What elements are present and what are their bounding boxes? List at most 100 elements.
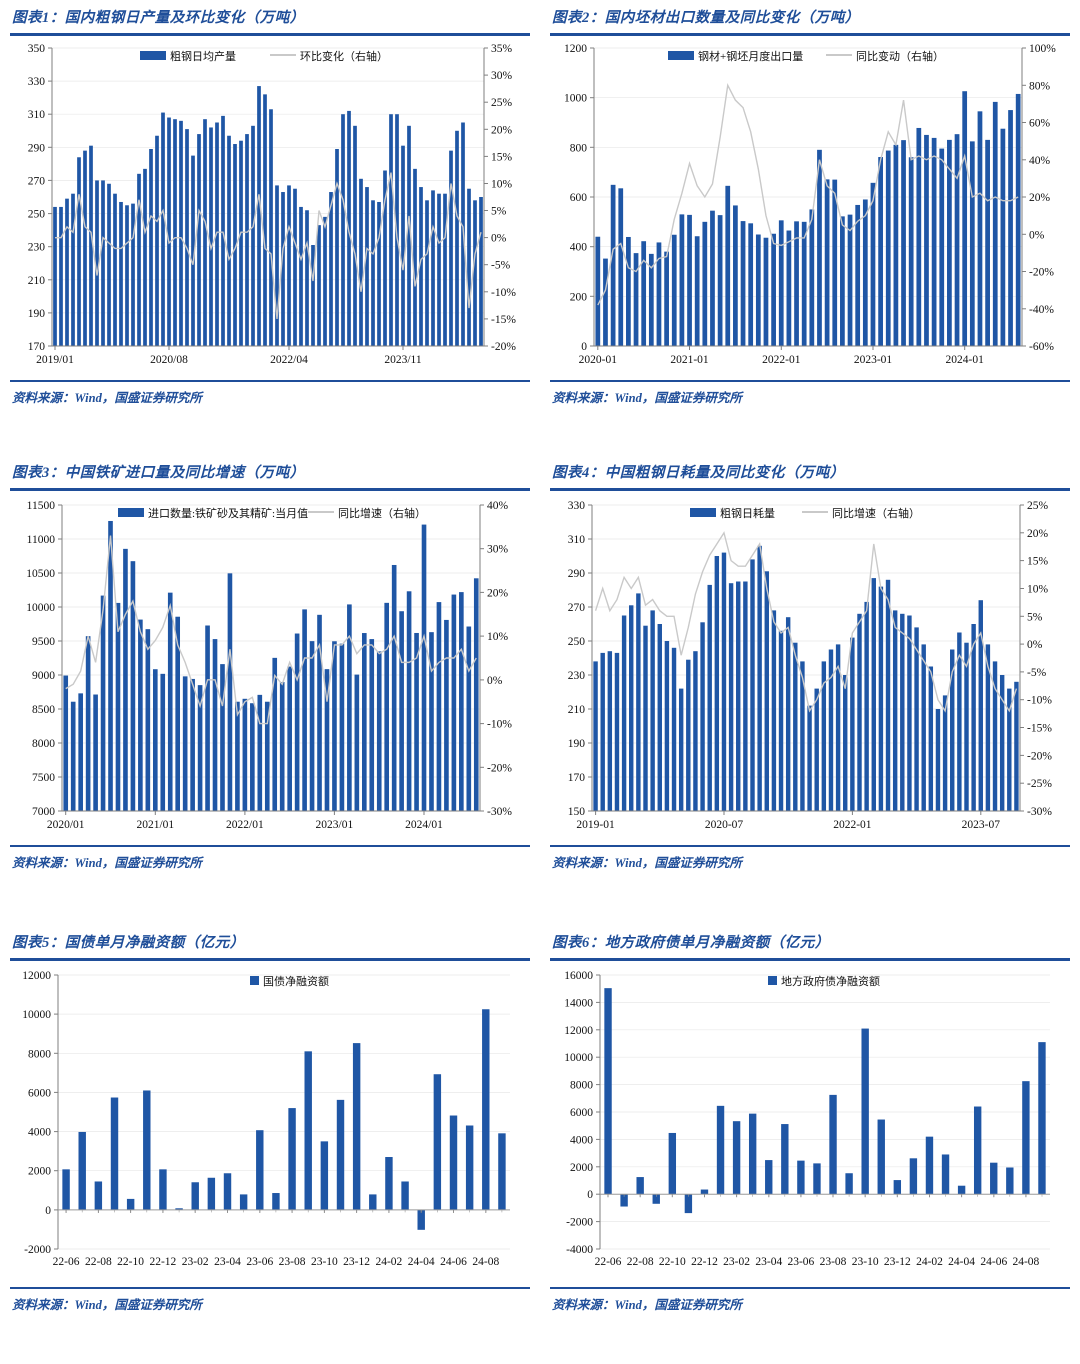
bar	[1006, 1166, 1014, 1194]
bar	[725, 185, 731, 346]
bar	[107, 183, 111, 346]
bar	[324, 668, 330, 811]
bar	[175, 616, 181, 811]
bar	[633, 252, 639, 346]
x-tick-label: 23-10	[852, 1256, 879, 1268]
y-tick-label-left: 7500	[32, 772, 55, 784]
y-tick-label-left: 9500	[32, 636, 55, 648]
bar	[750, 558, 755, 811]
x-tick-label: 22-12	[691, 1256, 718, 1268]
y-tick-label-left: 170	[28, 341, 46, 353]
legend-label-bar: 粗钢日均产量	[170, 49, 236, 63]
y-tick-label-left: 210	[568, 704, 586, 716]
y-tick-label-right: -30%	[1027, 806, 1052, 818]
y-tick-label: 16000	[564, 970, 593, 982]
bar	[369, 1193, 377, 1210]
bar	[369, 638, 375, 811]
y-tick-label: 12000	[22, 970, 51, 982]
bar	[809, 208, 815, 346]
bar	[702, 221, 708, 346]
bar	[257, 85, 261, 346]
bar	[857, 613, 862, 811]
bar	[207, 1177, 216, 1210]
bar	[814, 688, 819, 811]
legend-swatch	[768, 975, 777, 985]
bar	[359, 178, 363, 346]
bar	[161, 112, 165, 346]
bar	[94, 1180, 103, 1210]
y-tick-label-right: -20%	[491, 341, 516, 353]
y-tick-label: 2000	[28, 1165, 51, 1177]
bar	[755, 234, 761, 346]
bar	[293, 188, 297, 346]
bar	[657, 623, 662, 811]
bar	[83, 150, 87, 346]
bar	[287, 184, 291, 346]
bar	[320, 1140, 329, 1210]
x-tick-label: 2021-01	[670, 354, 709, 366]
legend-label-line: 同比增速（右轴）	[832, 506, 920, 520]
bar	[110, 1097, 119, 1210]
y-tick-label-left: 270	[28, 175, 46, 187]
legend-label: 国债净融资额	[263, 974, 329, 988]
bar	[279, 681, 285, 811]
y-tick-label-left: 150	[568, 806, 586, 818]
x-tick-label: 22-10	[659, 1256, 686, 1268]
bar	[710, 210, 715, 346]
bar	[444, 619, 449, 811]
chart-chart4: 150 170 190 210 230 250 270 290 310 330 -30% -25% -2…	[550, 491, 1070, 841]
bar	[78, 1131, 86, 1210]
bar	[969, 140, 975, 346]
bar	[900, 613, 905, 811]
bar	[108, 520, 113, 811]
bar	[629, 604, 634, 811]
y-tick-label: 14000	[564, 997, 593, 1009]
trend-line	[65, 535, 477, 724]
divider-top-chart2	[550, 33, 1070, 36]
bar	[223, 1172, 232, 1210]
bar	[641, 240, 647, 346]
bar	[304, 1050, 312, 1210]
bar	[78, 692, 83, 811]
y-tick-label: 10000	[564, 1052, 593, 1064]
bar	[175, 1207, 183, 1210]
y-tick-label: 6000	[28, 1087, 51, 1099]
bar	[159, 1168, 167, 1210]
x-tick-label: 24-02	[916, 1256, 943, 1268]
bar	[152, 668, 158, 811]
bar	[250, 702, 255, 811]
x-tick-label: 22-08	[85, 1256, 112, 1268]
bar	[643, 625, 648, 811]
bar	[855, 204, 861, 346]
bar	[797, 1160, 805, 1194]
bar	[113, 193, 117, 346]
legend-swatch-bar	[668, 50, 694, 60]
bar	[126, 1198, 135, 1210]
x-tick-label: 2020-07	[705, 819, 744, 831]
bar	[832, 179, 838, 346]
legend-swatch	[250, 975, 259, 985]
bar	[721, 552, 727, 811]
bar	[406, 590, 412, 811]
legend-label-line: 同比增速（右轴）	[338, 506, 426, 520]
x-tick-label: 2023/11	[384, 354, 422, 366]
trend-line	[55, 171, 482, 319]
bar	[870, 182, 876, 346]
divider-bottom-chart6	[550, 1286, 1070, 1289]
bar	[191, 155, 195, 346]
bar	[748, 1113, 757, 1194]
trend-line	[594, 530, 1018, 713]
chart-chart5: -2000 0 2000 4000 6000 8000 10000 12000 22-06 22-…	[10, 961, 530, 1283]
chart-chart2: 0 200 400 600 800 1000 1200 -60% -40% -20% 0% 20% 40…	[550, 36, 1070, 376]
bar	[871, 577, 876, 811]
bar	[335, 148, 339, 346]
bar	[771, 233, 776, 346]
bar	[227, 135, 231, 346]
bar	[433, 1073, 442, 1210]
bar	[990, 1162, 998, 1194]
bar	[317, 224, 321, 346]
bar	[336, 1099, 345, 1210]
y-tick-label-left: 11500	[27, 500, 56, 512]
chart-chart6: -4000 -2000 0 2000 4000 6000 8000 10000 12000 140…	[550, 961, 1070, 1283]
bar	[294, 633, 300, 811]
